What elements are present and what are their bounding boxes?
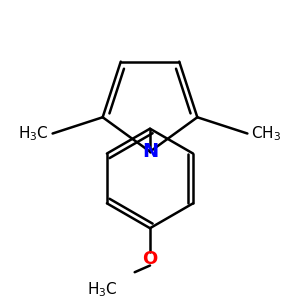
Text: N: N xyxy=(142,142,158,161)
Text: H$_3$C: H$_3$C xyxy=(18,124,49,143)
Text: H$_3$C: H$_3$C xyxy=(87,280,118,299)
Text: O: O xyxy=(142,250,158,268)
Text: CH$_3$: CH$_3$ xyxy=(251,124,281,143)
